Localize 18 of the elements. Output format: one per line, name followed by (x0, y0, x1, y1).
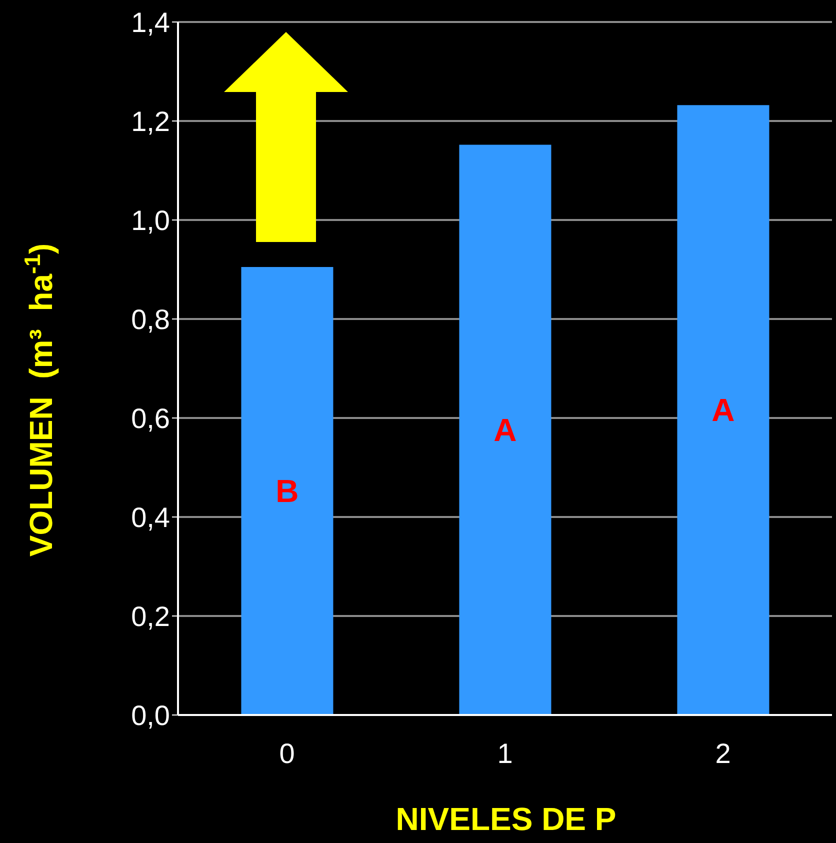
annotation: A (712, 392, 735, 428)
annotation: A (494, 412, 517, 448)
bar (459, 144, 552, 715)
y-tick-label: 0,0 (131, 700, 170, 731)
y-tick-label: 1,2 (131, 106, 170, 137)
y-tick-label: 1,0 (131, 204, 170, 236)
y-tick-label: 0,4 (131, 502, 170, 533)
y-tick-label: 1,4 (131, 6, 170, 38)
y-tick-label: 0,6 (131, 402, 170, 434)
bar (677, 105, 770, 715)
y-tick-label: 0,2 (131, 600, 170, 632)
bar (241, 267, 334, 715)
x-tick-label: 0 (279, 738, 295, 769)
annotation: B (276, 473, 299, 510)
y-tick-label: 0,8 (131, 304, 170, 335)
x-tick-label: 2 (715, 738, 731, 769)
x-axis-title: NIVELES DE P (396, 801, 616, 837)
x-tick-label: 1 (497, 738, 513, 769)
